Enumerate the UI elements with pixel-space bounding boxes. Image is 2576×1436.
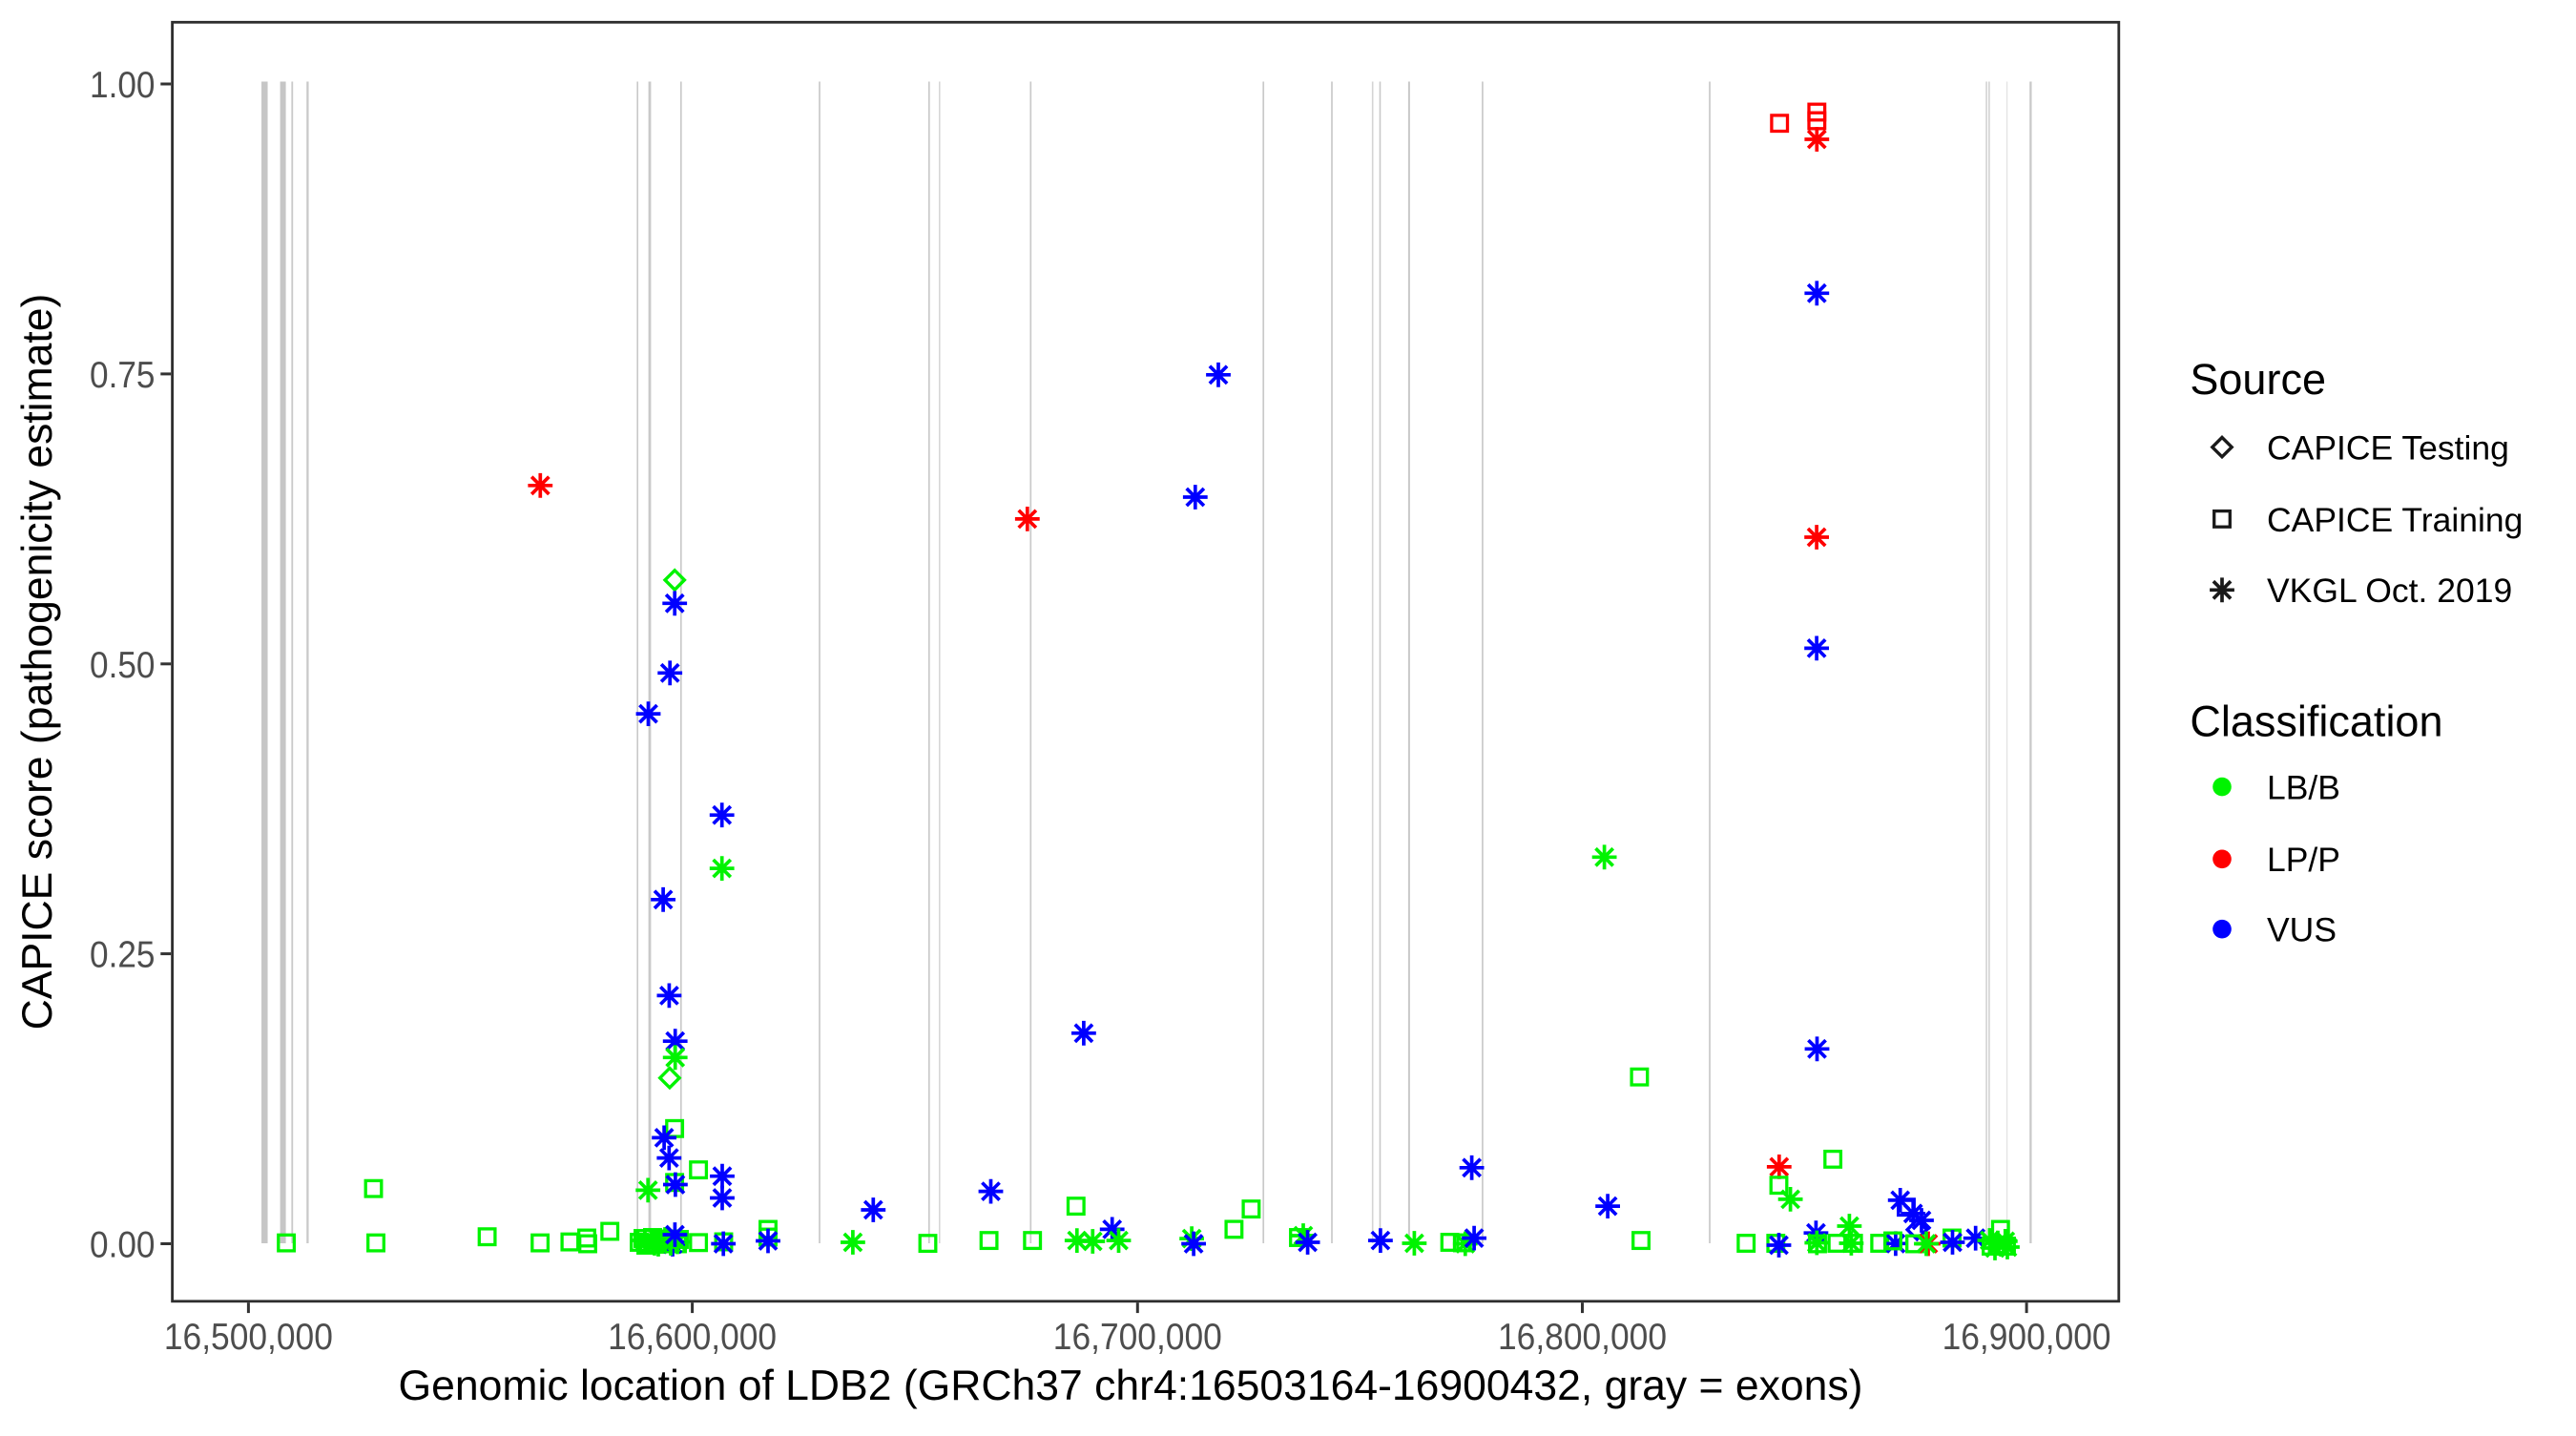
svg-text:16,800,000: 16,800,000	[1498, 1317, 1667, 1358]
svg-text:16,500,000: 16,500,000	[164, 1317, 333, 1358]
svg-text:LP/P: LP/P	[2267, 841, 2340, 879]
svg-text:Source: Source	[2190, 355, 2326, 404]
svg-text:CAPICE score (pathogenicity es: CAPICE score (pathogenicity estimate)	[14, 294, 61, 1030]
svg-text:VKGL Oct. 2019: VKGL Oct. 2019	[2267, 572, 2512, 610]
svg-text:0.50: 0.50	[90, 645, 156, 686]
svg-text:Classification: Classification	[2190, 697, 2442, 746]
svg-text:LB/B: LB/B	[2267, 769, 2340, 807]
svg-text:16,600,000: 16,600,000	[608, 1317, 777, 1358]
svg-text:1.00: 1.00	[90, 65, 156, 106]
svg-text:VUS: VUS	[2267, 911, 2337, 949]
svg-text:0.00: 0.00	[90, 1225, 156, 1266]
svg-text:CAPICE Training: CAPICE Training	[2267, 501, 2523, 539]
svg-text:CAPICE Testing: CAPICE Testing	[2267, 429, 2509, 468]
svg-text:Genomic location of LDB2 (GRCh: Genomic location of LDB2 (GRCh37 chr4:16…	[399, 1363, 1863, 1409]
svg-text:0.75: 0.75	[90, 355, 156, 396]
svg-text:16,700,000: 16,700,000	[1053, 1317, 1222, 1358]
svg-text:16,900,000: 16,900,000	[1942, 1317, 2111, 1358]
svg-text:0.25: 0.25	[90, 935, 156, 976]
